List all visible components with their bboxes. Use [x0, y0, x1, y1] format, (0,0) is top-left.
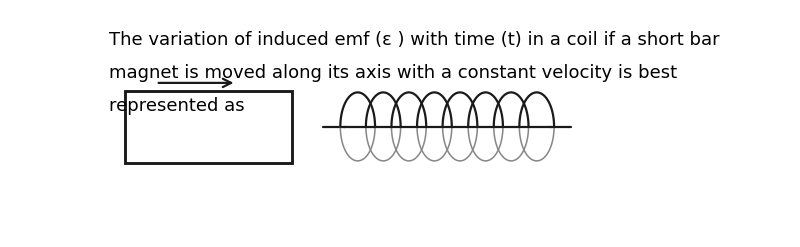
Text: magnet is moved along its axis with a constant velocity is best: magnet is moved along its axis with a co… — [110, 64, 678, 82]
Text: The variation of induced emf (ε ) with time (t) in a coil if a short bar: The variation of induced emf (ε ) with t… — [110, 31, 720, 49]
Text: represented as: represented as — [110, 97, 245, 115]
Bar — [125, 90, 292, 163]
